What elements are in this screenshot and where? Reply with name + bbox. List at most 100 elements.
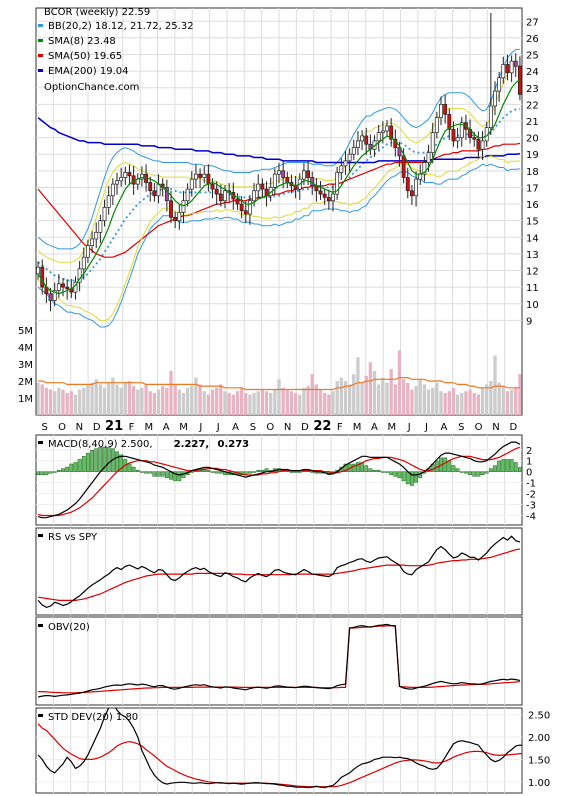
candle-body (509, 60, 514, 74)
x-axis-month-label: A (232, 422, 239, 433)
volume-bar (48, 389, 53, 415)
candle-body (322, 193, 327, 198)
volume-bar (323, 392, 327, 415)
candle-body (206, 173, 211, 185)
volume-tick-label: 3M (18, 360, 33, 371)
macd-y-tick-label: 0 (526, 468, 532, 479)
volume-bar (36, 382, 40, 415)
candle-body (214, 188, 219, 195)
candle-body (202, 173, 207, 178)
volume-bar (165, 387, 169, 415)
volume-bar (480, 387, 485, 415)
macd-histogram-bar (198, 469, 202, 472)
macd-histogram-bar (493, 465, 497, 472)
volume-bar (318, 389, 323, 415)
macd-histogram-bar (443, 457, 448, 472)
candle-body (318, 190, 323, 195)
macd-histogram-bar (505, 459, 510, 472)
legend-swatch (38, 24, 43, 27)
candle-body (252, 190, 257, 202)
volume-bar (102, 387, 107, 415)
candle-body (148, 182, 153, 192)
candle-body (343, 160, 348, 167)
volume-bar (107, 382, 111, 415)
macd-histogram-bar (380, 471, 385, 473)
volume-tick-label: 4M (18, 343, 33, 354)
x-axis-month-label: O (58, 422, 66, 433)
volume-bar (260, 389, 265, 415)
legend-label: BB(20,2) 18.12, 21.72, 25.32 (48, 21, 194, 32)
macd-y-tick-label: 1 (526, 457, 532, 468)
x-axis-month-label: M (388, 422, 397, 433)
volume-bar (377, 384, 381, 415)
price-y-tick-label: 26 (526, 34, 539, 45)
candle-body (239, 203, 244, 212)
x-axis-month-label: O (475, 422, 483, 433)
volume-bar (111, 377, 115, 415)
macd-histogram-bar (310, 471, 315, 473)
macd-histogram-bar (52, 471, 57, 473)
candle-body (169, 200, 173, 218)
macd-histogram-bar (69, 463, 74, 472)
candle-body (376, 132, 381, 142)
volume-bar (310, 374, 314, 415)
watermark-text: OptionChance.com (44, 82, 139, 93)
volume-bar (455, 394, 460, 415)
volume-bar (298, 394, 302, 415)
macd-histogram-bar (405, 471, 410, 485)
sma8-line (37, 78, 521, 295)
macd-histogram-bar (410, 471, 414, 486)
macd-histogram-bar (455, 468, 460, 472)
x-axis-month-label: S (41, 422, 47, 433)
candle-body (277, 170, 281, 175)
price-y-tick-label: 20 (526, 134, 539, 145)
macd-histogram-bar (119, 454, 124, 472)
volume-bar (177, 389, 181, 415)
price-y-tick-label: 21 (526, 117, 539, 128)
volume-bar (77, 389, 82, 415)
volume-bar (173, 384, 177, 415)
volume-bar (269, 392, 273, 415)
volume-bar (40, 384, 44, 415)
candle-body (210, 183, 215, 190)
rs-average-line (38, 548, 521, 602)
volume-bar (169, 370, 173, 415)
macd-histogram-bar (468, 471, 472, 476)
volume-bar (443, 392, 447, 415)
volume-bar (98, 384, 103, 415)
volume-bar (198, 384, 202, 415)
candle-body (36, 266, 41, 275)
volume-bar (281, 387, 285, 415)
macd-histogram-bar (464, 471, 468, 474)
volume-bar (435, 382, 439, 415)
macd-histogram-bar (393, 471, 398, 477)
volume-bar (401, 379, 406, 415)
macd-histogram-bar (77, 459, 82, 472)
candle-body (272, 173, 277, 188)
macd-histogram-bar (256, 469, 261, 472)
candle-body (65, 286, 70, 290)
price-y-tick-label: 11 (526, 283, 539, 294)
volume-bar (472, 392, 476, 415)
volume-bar (61, 389, 65, 415)
rs-label: RS vs SPY (48, 532, 98, 543)
x-axis-month-label: F (129, 422, 135, 433)
x-axis-month-label: D (93, 422, 101, 433)
volume-bar (451, 387, 456, 415)
volume-bar (273, 389, 277, 415)
macd-histogram-bar (210, 471, 215, 473)
candle-body (115, 180, 119, 185)
volume-bar (327, 394, 331, 415)
volume-bar (194, 377, 198, 415)
candle-body (127, 172, 132, 177)
macd-signal-line (37, 446, 521, 517)
macd-histogram-bar (206, 469, 211, 472)
candle-body (94, 231, 99, 240)
candle-body (451, 128, 456, 142)
x-axis-month-label: A (371, 422, 378, 433)
macd-histogram-bar (248, 471, 252, 474)
macd-histogram-bar (351, 463, 356, 472)
volume-bar (360, 382, 364, 415)
x-axis-month-label: S (458, 422, 464, 433)
volume-bar (368, 362, 373, 415)
